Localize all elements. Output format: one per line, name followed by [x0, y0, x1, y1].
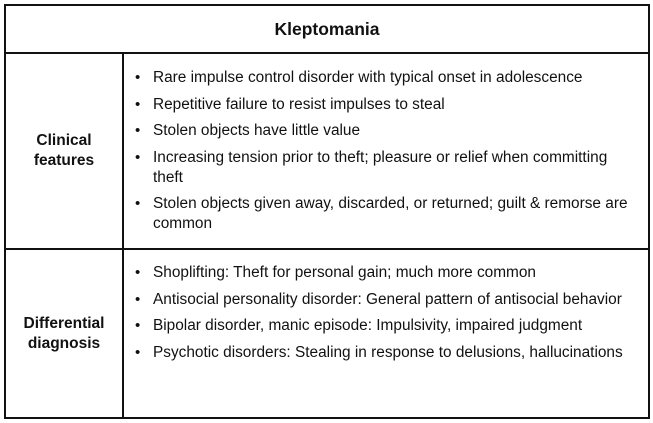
row-label-line: Clinical [36, 132, 92, 149]
list-item: Stolen objects given away, discarded, or… [135, 194, 636, 234]
clinical-features-list: Rare impulse control disorder with typic… [135, 68, 636, 234]
list-item: Stolen objects have little value [135, 121, 636, 141]
kleptomania-table: Kleptomania Clinical features Rare impul… [4, 4, 650, 419]
row-label-line: diagnosis [27, 334, 101, 352]
list-item: Shoplifting: Theft for personal gain; mu… [135, 263, 636, 283]
list-item: Psychotic disorders: Stealing in respons… [135, 343, 636, 363]
list-item: Increasing tension prior to theft; pleas… [135, 148, 636, 188]
list-item: Bipolar disorder, manic episode: Impulsi… [135, 316, 636, 336]
list-item: Rare impulse control disorder with typic… [135, 68, 636, 88]
row-label-line: features [33, 152, 95, 169]
differential-diagnosis-list: Shoplifting: Theft for personal gain; mu… [135, 263, 636, 363]
list-item: Antisocial personality disorder: General… [135, 290, 636, 310]
row-label-differential-diagnosis: Differential diagnosis [6, 250, 124, 417]
row-label-clinical-features: Clinical features [6, 54, 124, 250]
clinical-features-cell: Rare impulse control disorder with typic… [124, 54, 648, 250]
row-label-line: Differential [23, 314, 105, 332]
list-item: Repetitive failure to resist impulses to… [135, 95, 636, 115]
differential-diagnosis-cell: Shoplifting: Theft for personal gain; mu… [124, 250, 648, 417]
table-title: Kleptomania [6, 6, 648, 54]
